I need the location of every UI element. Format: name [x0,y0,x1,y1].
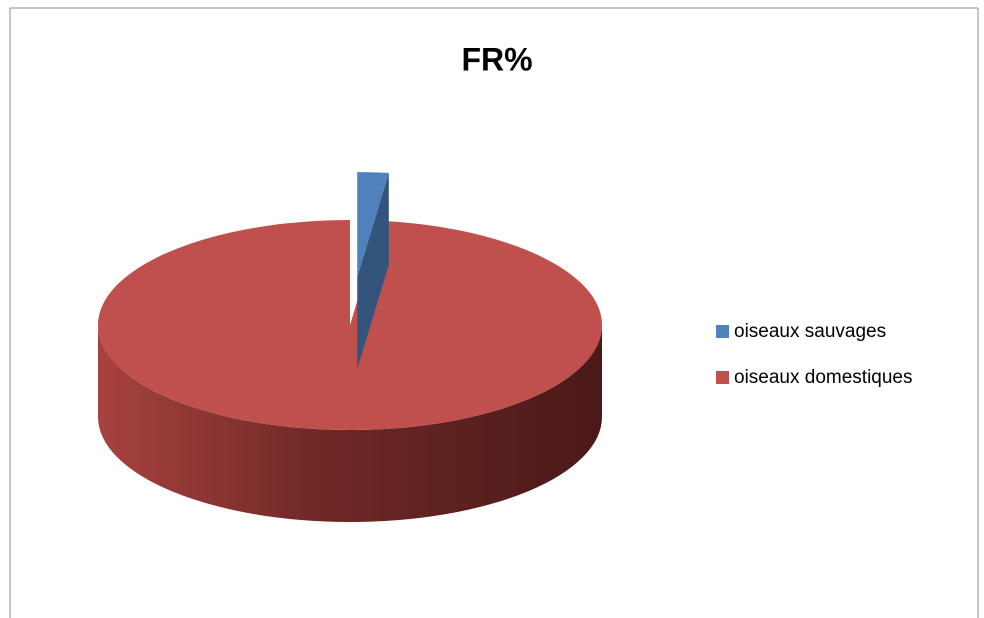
slice-side [98,325,602,522]
legend-label: oiseaux sauvages [734,321,886,342]
slice [98,220,603,430]
legend-swatch [716,371,729,384]
legend-swatch [716,325,729,338]
slice [357,172,389,278]
slice-face [357,172,389,370]
legend-label: oiseaux domestiques [734,367,913,388]
chart-title: FR% [461,41,532,77]
